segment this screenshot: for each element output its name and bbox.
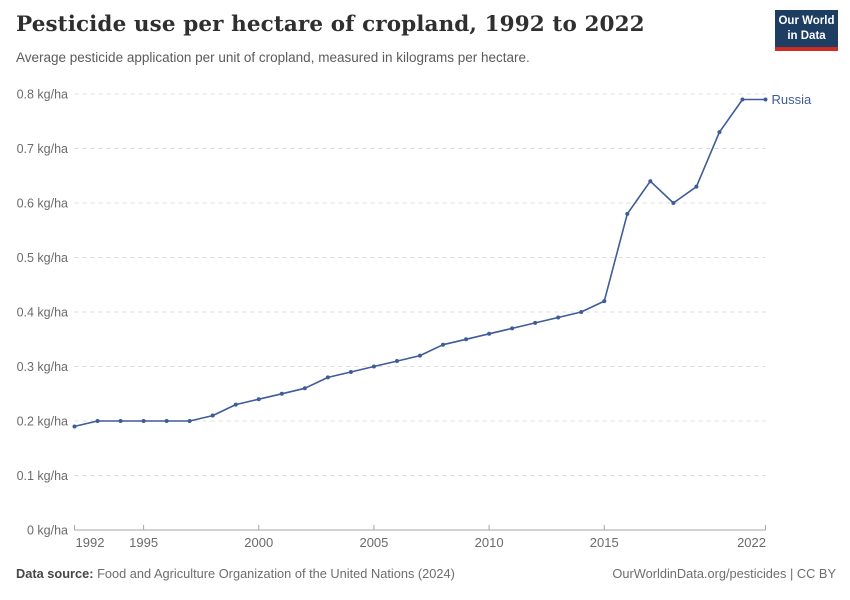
data-point-marker bbox=[233, 402, 238, 407]
data-point-marker bbox=[164, 419, 169, 423]
data-point-marker bbox=[740, 97, 745, 102]
data-point-marker bbox=[95, 419, 100, 423]
data-point-marker bbox=[302, 386, 307, 391]
x-tick-label: 1995 bbox=[129, 535, 158, 550]
line-chart: 0 kg/ha 0.1 kg/ha 0.2 kg/ha 0.3 kg/ha 0.4 kg… bbox=[17, 88, 813, 551]
data-point-marker bbox=[464, 337, 469, 342]
y-tick-label: 0.5 kg/ha bbox=[17, 251, 68, 265]
license-label: CC BY bbox=[796, 566, 836, 581]
data-point-marker bbox=[279, 391, 284, 396]
data-point-marker bbox=[418, 353, 422, 358]
data-point-marker bbox=[187, 419, 192, 423]
x-tick-label: 2005 bbox=[359, 535, 388, 550]
y-tick-label: 0 kg/ha bbox=[27, 524, 68, 538]
data-point-marker bbox=[325, 375, 330, 380]
y-tick-label: 0.2 kg/ha bbox=[17, 415, 68, 429]
owid-logo-line2: in Data bbox=[787, 29, 826, 42]
x-tick-label: 1992 bbox=[76, 535, 105, 550]
data-point-marker bbox=[694, 184, 699, 189]
data-point-marker bbox=[118, 419, 123, 423]
data-point-marker bbox=[625, 211, 630, 216]
data-point-marker bbox=[579, 310, 584, 314]
data-point-marker bbox=[210, 413, 215, 418]
data-source: Data source: Food and Agriculture Organi… bbox=[16, 566, 455, 581]
data-point-marker bbox=[533, 320, 538, 325]
chart-footer: Data source: Food and Agriculture Organi… bbox=[16, 566, 836, 581]
y-tick-label: 0.4 kg/ha bbox=[17, 306, 68, 320]
y-tick-label: 0.3 kg/ha bbox=[17, 360, 68, 374]
footer-attribution: OurWorldinData.org/pesticides | CC BY bbox=[612, 566, 836, 581]
data-point-marker bbox=[256, 397, 261, 402]
chart-header: Pesticide use per hectare of cropland, 1… bbox=[0, 0, 850, 80]
data-point-marker bbox=[348, 369, 353, 374]
data-point-marker bbox=[510, 326, 515, 331]
data-point-marker bbox=[648, 179, 653, 184]
data-point-marker bbox=[671, 201, 676, 205]
data-point-marker bbox=[394, 359, 399, 364]
owid-url-link[interactable]: OurWorldinData.org/pesticides bbox=[612, 566, 787, 581]
data-point-marker bbox=[371, 364, 376, 369]
x-tick-label: 2000 bbox=[244, 535, 273, 550]
data-point-marker bbox=[763, 97, 768, 102]
data-point-marker bbox=[441, 342, 446, 347]
chart-subtitle: Average pesticide application per unit o… bbox=[16, 50, 530, 65]
x-tick-label: 2010 bbox=[475, 535, 504, 550]
data-point-marker bbox=[602, 299, 607, 304]
y-tick-label: 0.8 kg/ha bbox=[17, 88, 68, 102]
series-label: Russia bbox=[772, 92, 813, 107]
owid-logo-line1: Our World bbox=[778, 15, 835, 28]
data-source-label: Data source: bbox=[16, 566, 94, 581]
x-tick-label: 2015 bbox=[590, 535, 619, 550]
owid-logo: Our World in Data bbox=[775, 10, 838, 51]
y-tick-label: 0.7 kg/ha bbox=[17, 142, 68, 156]
x-tick-label: 2022 bbox=[737, 535, 766, 550]
data-source-text: Food and Agriculture Organization of the… bbox=[93, 566, 455, 581]
data-point-marker bbox=[556, 315, 561, 320]
y-tick-label: 0.6 kg/ha bbox=[17, 197, 68, 211]
data-point-marker bbox=[487, 331, 492, 336]
data-point-marker bbox=[72, 424, 77, 429]
data-point-marker bbox=[717, 130, 722, 135]
page-title: Pesticide use per hectare of cropland, 1… bbox=[16, 12, 645, 37]
y-tick-label: 0.1 kg/ha bbox=[17, 469, 68, 483]
data-point-marker bbox=[141, 419, 146, 423]
footer-separator: | bbox=[786, 566, 797, 581]
